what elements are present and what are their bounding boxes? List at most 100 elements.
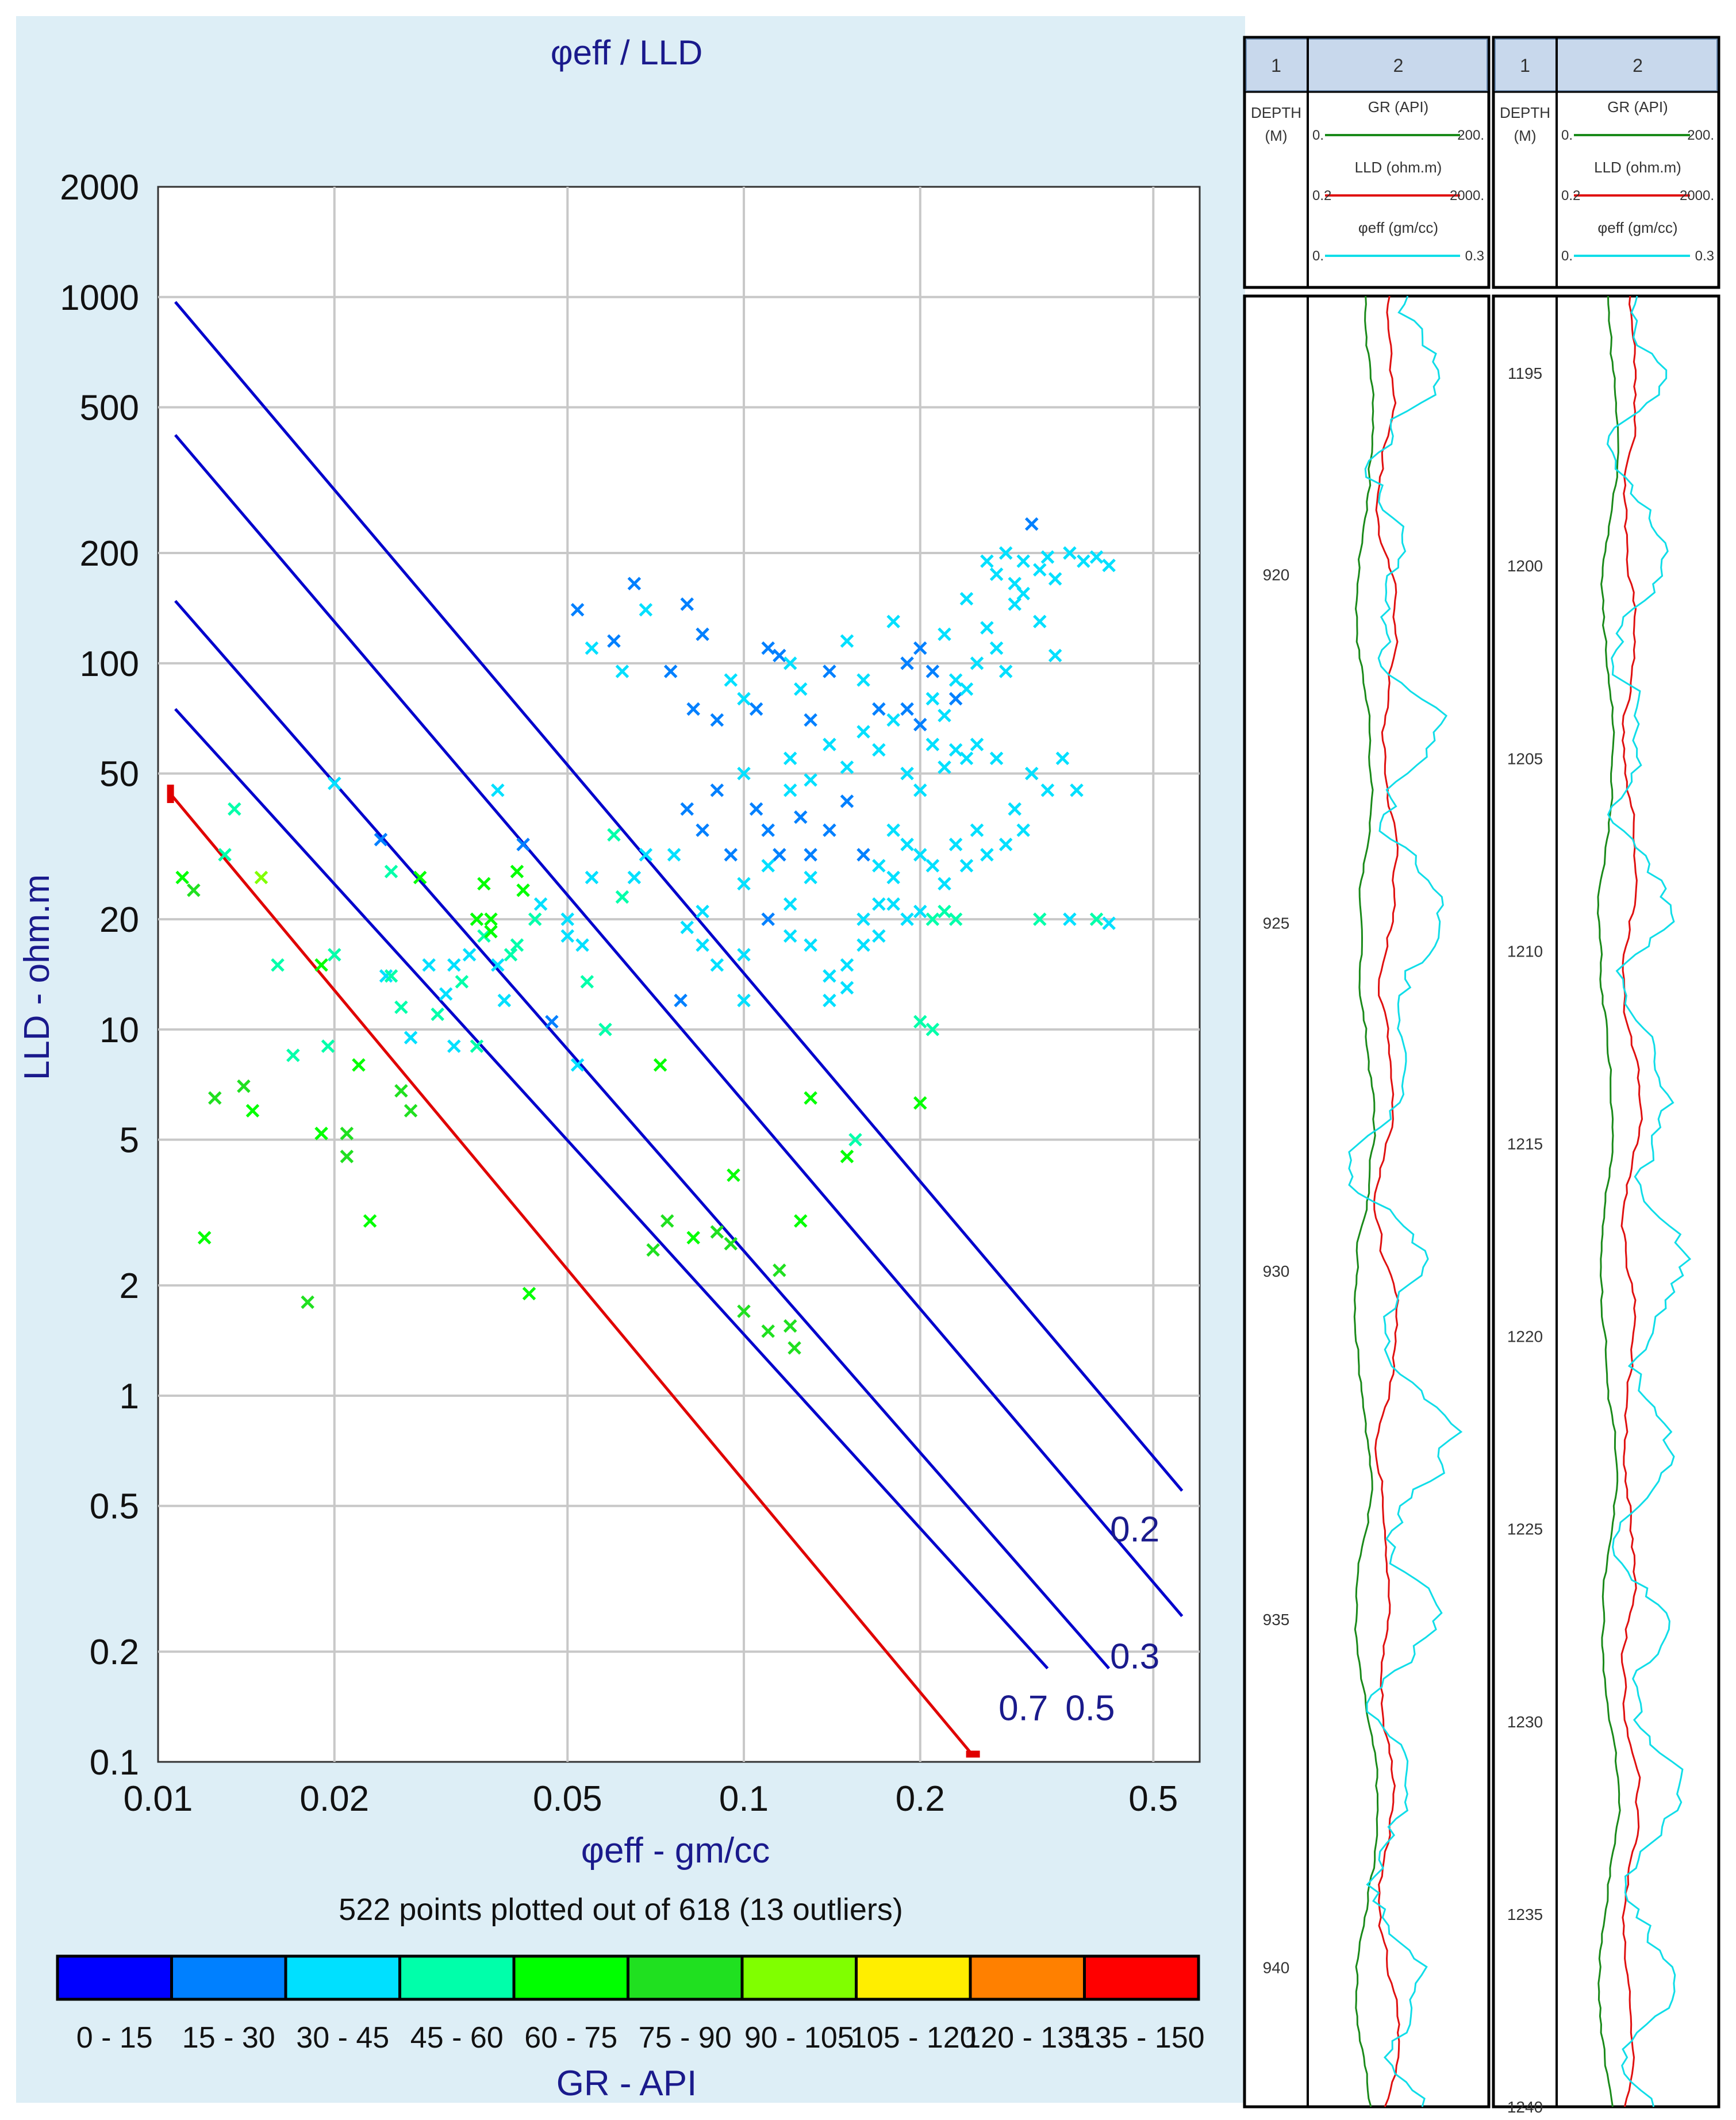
data-point [1089, 912, 1104, 926]
depth-label: 1240 [1507, 2098, 1543, 2116]
x-tick-label: 0.5 [1128, 1779, 1178, 1819]
data-point [823, 969, 836, 983]
color-bar-title: GR - API [556, 2064, 697, 2103]
data-point-stroke [1033, 563, 1047, 577]
data-point [848, 1132, 862, 1147]
data-point [447, 1039, 461, 1053]
data-point [516, 883, 530, 897]
data-point [1055, 751, 1070, 766]
data-point-stroke [327, 776, 341, 790]
well-log-panel-2: 1 2 DEPTH (M) GR (API) 0. 200. LLD (ohm.m) 0.2 20… [1492, 36, 1720, 2116]
data-point [959, 859, 974, 873]
data-point [1033, 615, 1047, 629]
depth-label: 1220 [1507, 1328, 1543, 1346]
data-point-stroke [422, 958, 436, 972]
color-bin-label: 30 - 45 [296, 2021, 389, 2054]
data-point [696, 627, 709, 642]
data-point-stroke [900, 702, 914, 716]
data-point-stroke [749, 702, 763, 716]
data-point-stroke [615, 665, 629, 678]
data-point-stroke [237, 1079, 251, 1093]
data-point [804, 713, 817, 727]
curve-min: 0. [1561, 128, 1573, 143]
data-point [900, 912, 914, 926]
data-point-stroke [352, 1058, 366, 1072]
color-bin-label: 75 - 90 [639, 2021, 732, 2054]
data-point-stroke [680, 597, 694, 611]
depth-label: 1235 [1507, 1906, 1543, 1923]
data-point-stroke [208, 1091, 222, 1105]
data-point-stroke [900, 766, 914, 781]
saturation-line [169, 793, 973, 1756]
data-point [560, 912, 575, 926]
data-point [504, 948, 518, 962]
data-point [886, 823, 900, 838]
data-point [794, 1214, 808, 1228]
data-point [783, 783, 797, 797]
data-point-stroke [439, 987, 453, 1001]
data-point-stroke [560, 912, 575, 926]
color-bin [398, 1954, 516, 2001]
data-point-stroke [925, 1023, 940, 1036]
color-bin-label: 120 - 135 [964, 2021, 1090, 2054]
data-point [394, 1000, 408, 1014]
data-point-stroke [886, 897, 900, 911]
data-point [872, 859, 886, 873]
data-point-stroke [327, 948, 341, 962]
data-point-stroke [394, 1084, 408, 1098]
data-point-stroke [491, 783, 505, 797]
data-point-stroke [245, 1104, 260, 1117]
data-point-stroke [783, 897, 797, 911]
x-tick-labels: 0.01 0.02 0.05 0.1 0.2 0.5 [124, 1779, 1178, 1819]
x-tick-label: 0.01 [124, 1779, 193, 1819]
y-tick-label: 2000 [60, 168, 139, 208]
data-point [913, 641, 927, 655]
depth-label: 930 [1263, 1262, 1290, 1280]
data-point [674, 993, 688, 1008]
data-point [948, 743, 963, 757]
data-point [680, 802, 694, 816]
log-curve [1353, 295, 1379, 2107]
data-point-stroke [970, 738, 984, 751]
data-point-stroke [938, 877, 951, 891]
data-point-stroke [286, 1049, 300, 1062]
data-point-stroke [1048, 572, 1062, 586]
curve-max: 0.3 [1465, 248, 1484, 264]
data-point-stroke [477, 929, 491, 943]
data-point [872, 897, 886, 911]
data-point-stroke [737, 993, 751, 1008]
data-point-stroke [913, 1015, 927, 1029]
log-curve [1606, 295, 1692, 2107]
data-point-stroke [913, 904, 927, 919]
depth-label: 920 [1263, 566, 1290, 584]
data-point [872, 702, 886, 716]
data-point-stroke [710, 783, 724, 797]
color-bin [1083, 1954, 1200, 2001]
data-point [900, 838, 914, 851]
data-point-stroke [823, 738, 836, 751]
data-point [696, 904, 709, 919]
data-point-stroke [404, 1031, 418, 1044]
data-point-stroke [840, 981, 854, 995]
data-point-stroke [696, 627, 709, 642]
data-point [970, 823, 984, 838]
data-point [1008, 597, 1022, 611]
data-point [696, 938, 709, 952]
data-point-stroke [794, 810, 808, 824]
data-point [959, 682, 974, 696]
depth-header-label: DEPTH [1500, 104, 1550, 121]
data-point-stroke [696, 938, 709, 952]
data-point [749, 702, 763, 716]
data-point [327, 776, 341, 790]
data-point [1008, 802, 1022, 816]
line-end-marker [966, 1750, 980, 1758]
data-point [422, 958, 436, 972]
data-point [585, 870, 599, 885]
data-point-stroke [857, 673, 870, 687]
depth-label: 1225 [1507, 1520, 1543, 1538]
data-point-stroke [886, 615, 900, 629]
data-point [872, 929, 886, 943]
data-point [948, 673, 963, 687]
data-point [237, 1079, 251, 1093]
data-point [840, 794, 854, 808]
